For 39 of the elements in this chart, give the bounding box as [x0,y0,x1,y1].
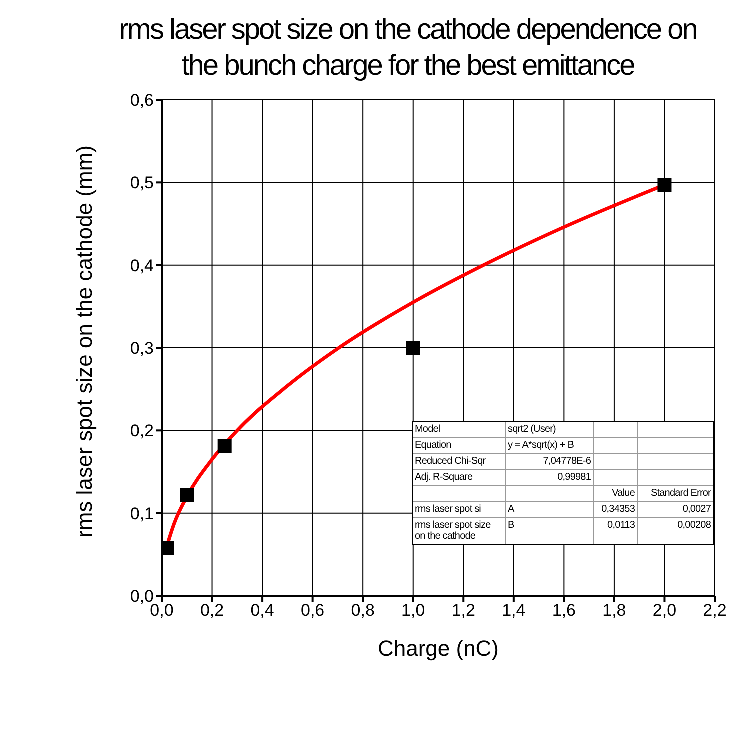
annotation: Equation [414,439,452,453]
x-tick-label: 0,6 [301,601,325,620]
annotation: Reduced Chi-Sqr [414,455,487,469]
y-tick-label: 0,5 [130,174,154,193]
annotation: A [505,502,593,517]
y-tick-label: 0,2 [130,422,154,441]
annotation: rms laser spot si [414,503,482,517]
annotation: 7,04778E-6 [505,454,593,469]
annotation: 0,34353 [593,502,637,517]
annotation: Adj. R-Square [414,471,474,485]
annotation: 0,0027 [637,502,713,517]
y-tick-label: 0,1 [130,504,154,524]
annotation: y = A*sqrt(x) + B [505,438,593,453]
annotation: B [505,518,593,544]
annotation: 0,00208 [637,518,713,544]
chart-title: rms laser spot size on the cathode dependence on the bunch charge for the best emittance [118,13,698,84]
x-axis-title: Charge (nC) [378,636,500,661]
x-tick-label: 1,6 [552,601,576,620]
annotation: Value [593,486,637,501]
annotation: Model [414,423,442,437]
x-tick-label: 1,4 [502,601,526,620]
y-axis-title: rms laser spot size on the cathode (mm) [72,146,97,538]
x-tick-label: 0,4 [250,601,274,620]
x-tick-label: 1,8 [602,601,626,620]
annotation: rms laser spot size on the cathode [414,519,492,544]
x-tick-label: 2,2 [703,601,727,620]
annotation: 0,0113 [593,518,637,544]
x-tick-label: 2,0 [652,601,677,620]
x-tick-label: 1,0 [402,601,426,620]
y-tick-label: 0,6 [130,91,154,110]
annotation: Standard Error [637,486,713,501]
x-tick-label: 0,0 [150,601,174,620]
annotation: 0,99981 [505,470,593,485]
x-tick-label: 1,2 [452,601,476,620]
y-tick-label: 0,3 [130,339,154,358]
x-tick-label: 0,8 [351,601,375,620]
x-tick-label: 0,2 [200,601,224,620]
y-tick-label: 0,4 [130,256,154,276]
annotation: sqrt2 (User) [505,422,593,437]
